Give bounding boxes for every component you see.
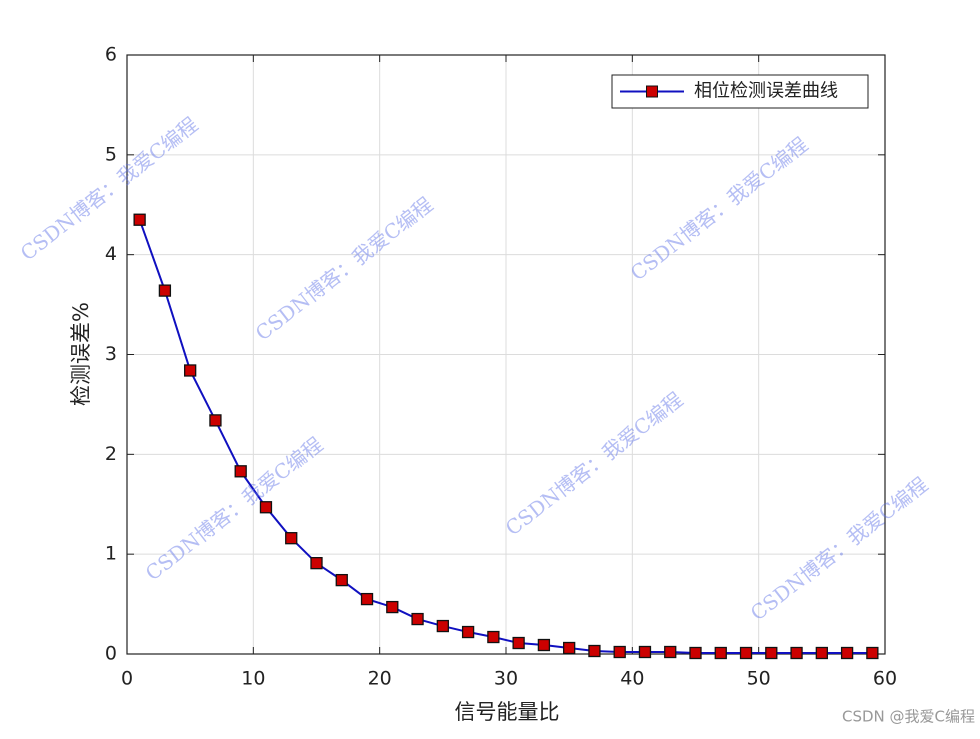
data-point [436, 619, 449, 633]
axes-box [126, 54, 886, 655]
y-axis-label: 检测误差% [69, 302, 93, 406]
data-point [487, 630, 500, 644]
data-point [638, 645, 652, 659]
data-point [815, 646, 828, 660]
y-tick-label: 1 [105, 543, 117, 565]
data-point [184, 364, 197, 377]
data-point [259, 501, 273, 514]
x-tick-label: 20 [368, 668, 392, 690]
data-point [133, 213, 146, 226]
x-tick-label: 60 [873, 668, 897, 690]
y-tick-label: 0 [105, 643, 117, 665]
x-tick-label: 50 [747, 668, 771, 690]
data-point [310, 557, 323, 570]
data-point [537, 638, 551, 652]
data-point [386, 600, 399, 614]
data-point [714, 646, 727, 660]
data-point [234, 465, 247, 478]
y-tick-label: 6 [105, 44, 117, 66]
x-tick-label: 30 [494, 668, 518, 690]
data-point [209, 414, 222, 427]
data-point [664, 645, 677, 659]
data-point [335, 573, 348, 587]
data-point [790, 646, 803, 660]
watermark: CSDN @我爱C编程 [842, 708, 975, 726]
y-tick-label: 3 [105, 343, 117, 365]
x-tick-label: 40 [620, 668, 644, 690]
data-point [285, 532, 298, 545]
legend-label: 相位检测误差曲线 [694, 81, 838, 102]
data-point [563, 641, 576, 655]
data-point [613, 645, 626, 659]
data-point [588, 644, 601, 658]
legend-marker [646, 85, 658, 98]
data-point [461, 625, 475, 639]
x-tick-label: 0 [121, 668, 133, 690]
y-tick-label: 4 [105, 243, 117, 265]
y-tick-label: 2 [105, 443, 117, 465]
y-tick-label: 5 [105, 143, 117, 165]
data-point [765, 646, 778, 660]
data-point [739, 646, 753, 660]
data-point [866, 646, 879, 660]
data-point [158, 284, 172, 297]
data-point [360, 592, 374, 606]
x-axis-label: 信号能量比 [455, 700, 560, 724]
data-point [689, 646, 702, 660]
x-tick-label: 10 [241, 668, 265, 690]
data-point [512, 636, 525, 650]
data-point [411, 612, 424, 626]
data-point [840, 646, 854, 660]
